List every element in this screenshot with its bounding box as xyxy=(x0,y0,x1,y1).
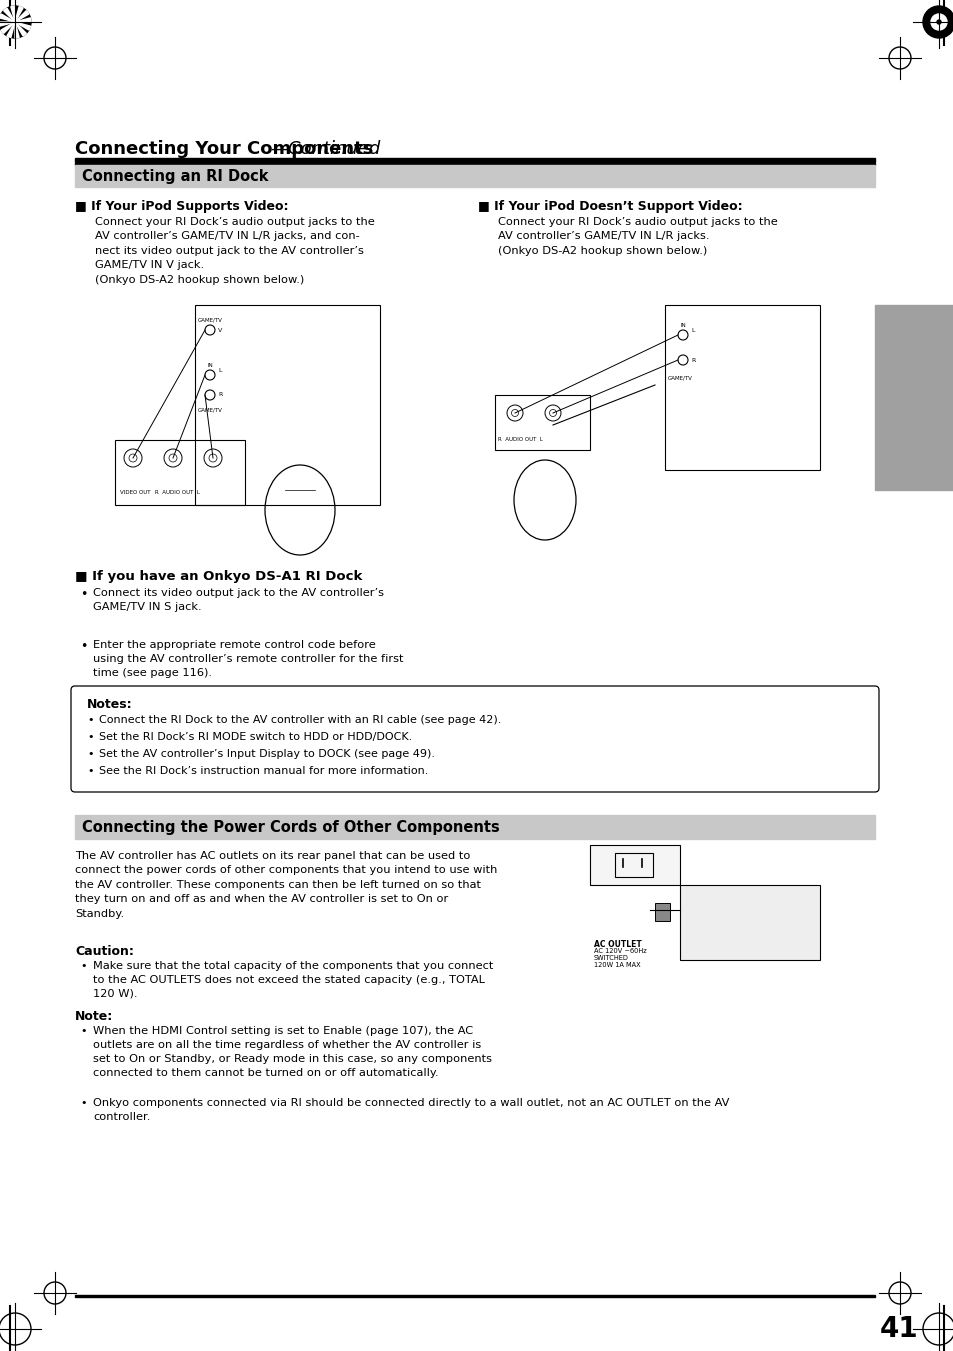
Bar xyxy=(115,440,245,505)
Wedge shape xyxy=(15,7,23,22)
Text: R  AUDIO OUT  L: R AUDIO OUT L xyxy=(497,436,542,442)
Text: Note:: Note: xyxy=(75,1011,113,1023)
Bar xyxy=(495,394,589,450)
Text: The AV controller has AC outlets on its rear panel that can be used to
connect t: The AV controller has AC outlets on its … xyxy=(75,851,497,919)
Text: Connecting Your Components: Connecting Your Components xyxy=(75,141,373,158)
Text: Connect your RI Dock’s audio output jacks to the
AV controller’s GAME/TV IN L/R : Connect your RI Dock’s audio output jack… xyxy=(497,218,777,255)
Text: When the HDMI Control setting is set to Enable (page 107), the AC
outlets are on: When the HDMI Control setting is set to … xyxy=(92,1025,492,1078)
Text: •: • xyxy=(87,766,93,775)
Circle shape xyxy=(936,20,940,24)
Text: V: V xyxy=(218,327,222,332)
Text: R: R xyxy=(690,358,695,362)
Wedge shape xyxy=(0,22,15,26)
Wedge shape xyxy=(15,22,19,38)
Bar xyxy=(655,902,669,921)
Bar xyxy=(75,163,874,165)
Wedge shape xyxy=(15,18,30,22)
Bar xyxy=(75,1296,874,1297)
Text: Connecting an RI Dock: Connecting an RI Dock xyxy=(82,169,268,184)
Text: AC 120V ~60Hz: AC 120V ~60Hz xyxy=(594,948,646,954)
Text: Connect your RI Dock’s audio output jacks to the
AV controller’s GAME/TV IN L/R : Connect your RI Dock’s audio output jack… xyxy=(95,218,375,285)
Text: Onkyo components connected via RI should be connected directly to a wall outlet,: Onkyo components connected via RI should… xyxy=(92,1098,729,1121)
Text: R  AUDIO OUT  L: R AUDIO OUT L xyxy=(154,490,200,494)
Circle shape xyxy=(930,14,946,30)
Wedge shape xyxy=(7,22,15,38)
Text: 120W 1A MAX: 120W 1A MAX xyxy=(594,962,640,969)
Text: Connecting the Power Cords of Other Components: Connecting the Power Cords of Other Comp… xyxy=(82,820,499,835)
Text: AC OUTLET: AC OUTLET xyxy=(594,940,641,948)
Wedge shape xyxy=(15,22,27,36)
Bar xyxy=(75,165,874,186)
Text: —Continued: —Continued xyxy=(270,141,380,158)
Text: ■ If Your iPod Doesn’t Support Video:: ■ If Your iPod Doesn’t Support Video: xyxy=(477,200,741,213)
Bar xyxy=(679,885,820,961)
Text: Connect its video output jack to the AV controller’s
GAME/TV IN S jack.: Connect its video output jack to the AV … xyxy=(92,588,384,612)
Text: •: • xyxy=(80,1025,87,1036)
Bar xyxy=(615,852,652,877)
Text: GAME/TV: GAME/TV xyxy=(198,408,223,412)
Wedge shape xyxy=(1,22,15,34)
Bar xyxy=(75,158,874,162)
Wedge shape xyxy=(15,11,29,22)
Bar xyxy=(194,305,379,505)
Text: Caution:: Caution: xyxy=(75,944,133,958)
Text: 41: 41 xyxy=(879,1315,918,1343)
Circle shape xyxy=(923,5,953,38)
Text: VIDEO OUT: VIDEO OUT xyxy=(120,490,151,494)
Wedge shape xyxy=(15,22,30,30)
Text: •: • xyxy=(87,715,93,725)
Text: ■ If Your iPod Supports Video:: ■ If Your iPod Supports Video: xyxy=(75,200,288,213)
Text: •: • xyxy=(87,748,93,759)
Circle shape xyxy=(0,5,30,38)
Text: GAME/TV: GAME/TV xyxy=(197,317,222,323)
Bar xyxy=(874,305,953,490)
Text: •: • xyxy=(80,640,88,653)
Text: •: • xyxy=(80,1098,87,1108)
Wedge shape xyxy=(4,8,15,22)
Text: IN: IN xyxy=(207,363,213,367)
Text: Make sure that the total capacity of the components that you connect
to the AC O: Make sure that the total capacity of the… xyxy=(92,961,493,998)
Text: SWITCHED: SWITCHED xyxy=(594,955,628,961)
Text: Set the RI Dock’s RI MODE switch to HDD or HDD/DOCK.: Set the RI Dock’s RI MODE switch to HDD … xyxy=(99,732,412,742)
Text: IN: IN xyxy=(679,323,685,328)
Wedge shape xyxy=(0,14,15,22)
Bar xyxy=(664,305,820,470)
Text: Enter the appropriate remote control code before
using the AV controller’s remot: Enter the appropriate remote control cod… xyxy=(92,640,403,678)
Text: L: L xyxy=(690,327,694,332)
Text: Notes:: Notes: xyxy=(87,698,132,711)
Bar xyxy=(589,844,679,885)
Text: •: • xyxy=(87,732,93,742)
Text: ■ If you have an Onkyo DS-A1 RI Dock: ■ If you have an Onkyo DS-A1 RI Dock xyxy=(75,570,362,584)
Text: See the RI Dock’s instruction manual for more information.: See the RI Dock’s instruction manual for… xyxy=(99,766,428,775)
Text: R: R xyxy=(218,393,222,397)
Text: •: • xyxy=(80,961,87,971)
Text: L: L xyxy=(218,367,221,373)
Circle shape xyxy=(12,19,18,26)
Wedge shape xyxy=(10,5,15,22)
Bar xyxy=(75,815,874,839)
Text: Set the AV controller’s Input Display to DOCK (see page 49).: Set the AV controller’s Input Display to… xyxy=(99,748,435,759)
Text: Connect the RI Dock to the AV controller with an RI cable (see page 42).: Connect the RI Dock to the AV controller… xyxy=(99,715,501,725)
Text: GAME/TV: GAME/TV xyxy=(667,376,692,381)
Text: •: • xyxy=(80,588,88,601)
